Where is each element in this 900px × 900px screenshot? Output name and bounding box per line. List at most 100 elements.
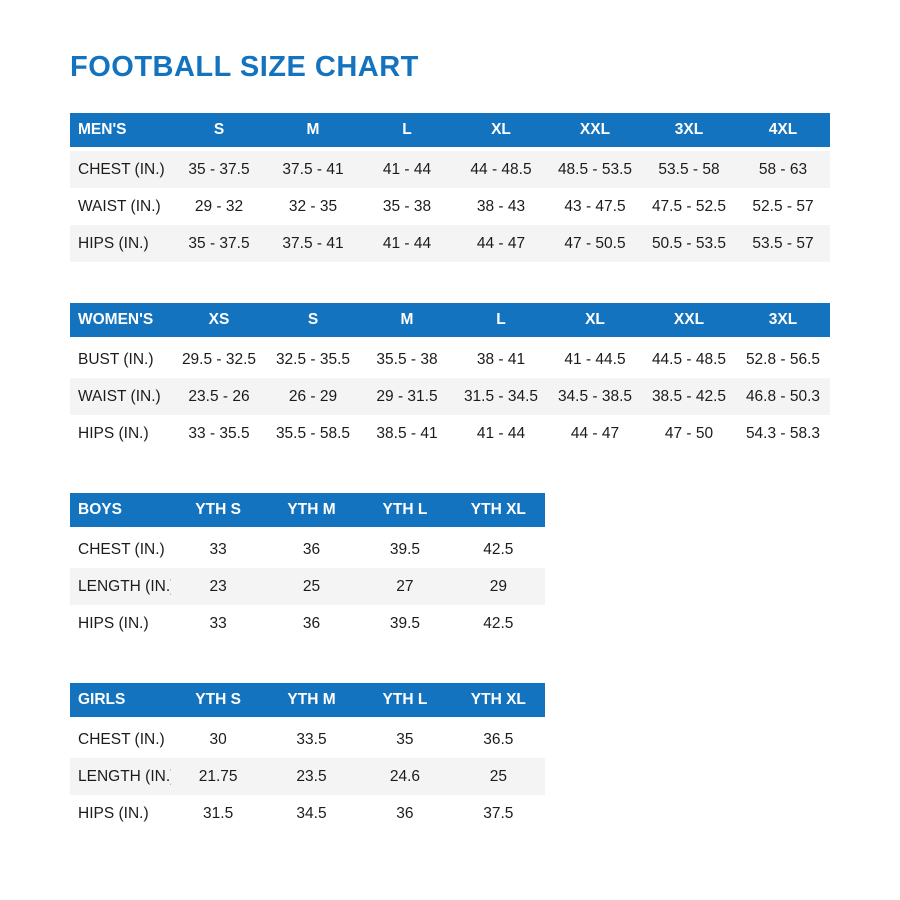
boys-size-header-yth-s: YTH S — [195, 501, 241, 518]
mens-size-header-xxl: XXL — [579, 121, 611, 138]
boys-row-chest-in: CHEST (IN.) 33 36 39.5 42.5 — [70, 531, 545, 568]
value-cell: 24.6 — [389, 768, 420, 785]
girls-row-length-in: LENGTH (IN.) 21.75 23.5 24.6 25 — [70, 758, 545, 795]
value-cell: 25 — [489, 768, 507, 785]
value-cell: 26 - 29 — [288, 388, 338, 405]
value-cell: 34.5 - 38.5 — [557, 388, 633, 405]
value-cell: 42.5 — [483, 541, 514, 558]
mens-size-header-xl: XL — [491, 121, 511, 138]
value-cell: 29.5 - 32.5 — [181, 351, 257, 368]
womens-row-waist-in: WAIST (IN.) 23.5 - 26 26 - 29 29 - 31.5 31.5… — [70, 378, 830, 415]
row-label: WAIST (IN.) — [78, 388, 161, 405]
value-cell: 33 - 35.5 — [188, 425, 250, 442]
value-cell: 32.5 - 35.5 — [275, 351, 351, 368]
value-cell: 31.5 — [203, 805, 234, 822]
value-cell: 52.5 - 57 — [752, 198, 814, 215]
womens-row-hips-in: HIPS (IN.) 33 - 35.5 35.5 - 58.5 38.5 - 41 4… — [70, 415, 830, 452]
womens-size-header-3xl: 3XL — [768, 311, 798, 328]
value-cell: 38.5 - 41 — [376, 425, 438, 442]
row-label: LENGTH (IN.) — [78, 768, 172, 785]
value-cell: 53.5 - 57 — [752, 235, 814, 252]
value-cell: 35 - 37.5 — [188, 161, 250, 178]
value-cell: 41 - 44 — [382, 161, 432, 178]
mens-size-table: MEN'S S M L XL XXL 3XL 4XL CHEST (IN.) 35 - 37.5 3… — [70, 113, 830, 262]
boys-size-header-yth-xl: YTH XL — [470, 501, 526, 518]
mens-header-row: MEN'S S M L XL XXL 3XL 4XL — [70, 113, 830, 151]
value-cell: 33 — [209, 615, 227, 632]
row-label: LENGTH (IN.) — [78, 578, 172, 595]
value-cell: 44 - 48.5 — [470, 161, 532, 178]
row-label: HIPS (IN.) — [78, 615, 149, 632]
value-cell: 35 - 37.5 — [188, 235, 250, 252]
row-label: HIPS (IN.) — [78, 425, 149, 442]
value-cell: 25 — [302, 578, 321, 595]
value-cell: 58 - 63 — [758, 161, 808, 178]
row-label: CHEST (IN.) — [78, 161, 165, 178]
girls-size-table: GIRLS YTH S YTH M YTH L YTH XL CHEST (IN.) 30 3… — [70, 683, 545, 832]
boys-header-row: BOYS YTH S YTH M YTH L YTH XL — [70, 493, 545, 531]
womens-size-table: WOMEN'S XS S M L XL XXL 3XL BUST (IN.) 29.5 - 32.… — [70, 303, 830, 452]
mens-size-header-3xl: 3XL — [674, 121, 704, 138]
value-cell: 37.5 — [483, 805, 514, 822]
boys-row-hips-in: HIPS (IN.) 33 36 39.5 42.5 — [70, 605, 545, 642]
value-cell: 31.5 - 34.5 — [463, 388, 539, 405]
womens-size-header-xs: XS — [208, 311, 230, 328]
womens-size-header-xl: XL — [585, 311, 605, 328]
mens-size-header-s: S — [213, 121, 225, 138]
value-cell: 29 — [489, 578, 507, 595]
girls-table-title: GIRLS — [78, 691, 126, 708]
girls-row-chest-in: CHEST (IN.) 30 33.5 35 36.5 — [70, 721, 545, 758]
girls-size-header-yth-m: YTH M — [287, 691, 336, 708]
boys-size-header-yth-m: YTH M — [287, 501, 336, 518]
value-cell: 42.5 — [483, 615, 514, 632]
girls-header-row: GIRLS YTH S YTH M YTH L YTH XL — [70, 683, 545, 721]
value-cell: 54.3 - 58.3 — [745, 425, 821, 442]
value-cell: 47 - 50.5 — [564, 235, 626, 252]
womens-size-header-l: L — [496, 311, 506, 328]
value-cell: 35.5 - 38 — [376, 351, 438, 368]
row-label: CHEST (IN.) — [78, 541, 165, 558]
value-cell: 39.5 — [389, 541, 420, 558]
womens-row-bust-in: BUST (IN.) 29.5 - 32.5 32.5 - 35.5 35.5 - 3… — [70, 341, 830, 378]
value-cell: 36 — [302, 541, 321, 558]
mens-row-hips-in: HIPS (IN.) 35 - 37.5 37.5 - 41 41 - 44 44 - … — [70, 225, 830, 262]
value-cell: 37.5 - 41 — [282, 161, 344, 178]
row-label: CHEST (IN.) — [78, 731, 165, 748]
value-cell: 23.5 — [296, 768, 327, 785]
value-cell: 35.5 - 58.5 — [275, 425, 351, 442]
value-cell: 37.5 - 41 — [282, 235, 344, 252]
value-cell: 32 - 35 — [288, 198, 338, 215]
value-cell: 39.5 — [389, 615, 420, 632]
mens-table-title: MEN'S — [78, 121, 127, 138]
value-cell: 21.75 — [198, 768, 238, 785]
value-cell: 30 — [209, 731, 227, 748]
girls-size-header-yth-s: YTH S — [195, 691, 241, 708]
value-cell: 29 - 31.5 — [376, 388, 438, 405]
value-cell: 23.5 - 26 — [188, 388, 250, 405]
value-cell: 29 - 32 — [194, 198, 244, 215]
value-cell: 41 - 44 — [382, 235, 432, 252]
value-cell: 52.8 - 56.5 — [745, 351, 821, 368]
value-cell: 38 - 43 — [476, 198, 526, 215]
value-cell: 43 - 47.5 — [564, 198, 626, 215]
row-label: HIPS (IN.) — [78, 235, 149, 252]
value-cell: 41 - 44.5 — [564, 351, 626, 368]
size-chart-page: FOOTBALL SIZE CHART MEN'S S M L XL XXL 3XL 4XL C… — [70, 51, 830, 832]
girls-size-header-yth-xl: YTH XL — [470, 691, 526, 708]
mens-size-header-4xl: 4XL — [768, 121, 798, 138]
row-label: BUST (IN.) — [78, 351, 154, 368]
value-cell: 46.8 - 50.3 — [745, 388, 821, 405]
value-cell: 44 - 47 — [570, 425, 620, 442]
value-cell: 36 — [302, 615, 321, 632]
value-cell: 23 — [209, 578, 227, 595]
value-cell: 33.5 — [296, 731, 327, 748]
value-cell: 34.5 — [296, 805, 327, 822]
value-cell: 50.5 - 53.5 — [651, 235, 727, 252]
value-cell: 48.5 - 53.5 — [557, 161, 633, 178]
mens-row-chest-in: CHEST (IN.) 35 - 37.5 37.5 - 41 41 - 44 44 -… — [70, 151, 830, 188]
mens-row-waist-in: WAIST (IN.) 29 - 32 32 - 35 35 - 38 38 - 43 4… — [70, 188, 830, 225]
value-cell: 33 — [209, 541, 227, 558]
womens-table-title: WOMEN'S — [78, 311, 154, 328]
value-cell: 35 — [396, 731, 414, 748]
value-cell: 38 - 41 — [476, 351, 526, 368]
